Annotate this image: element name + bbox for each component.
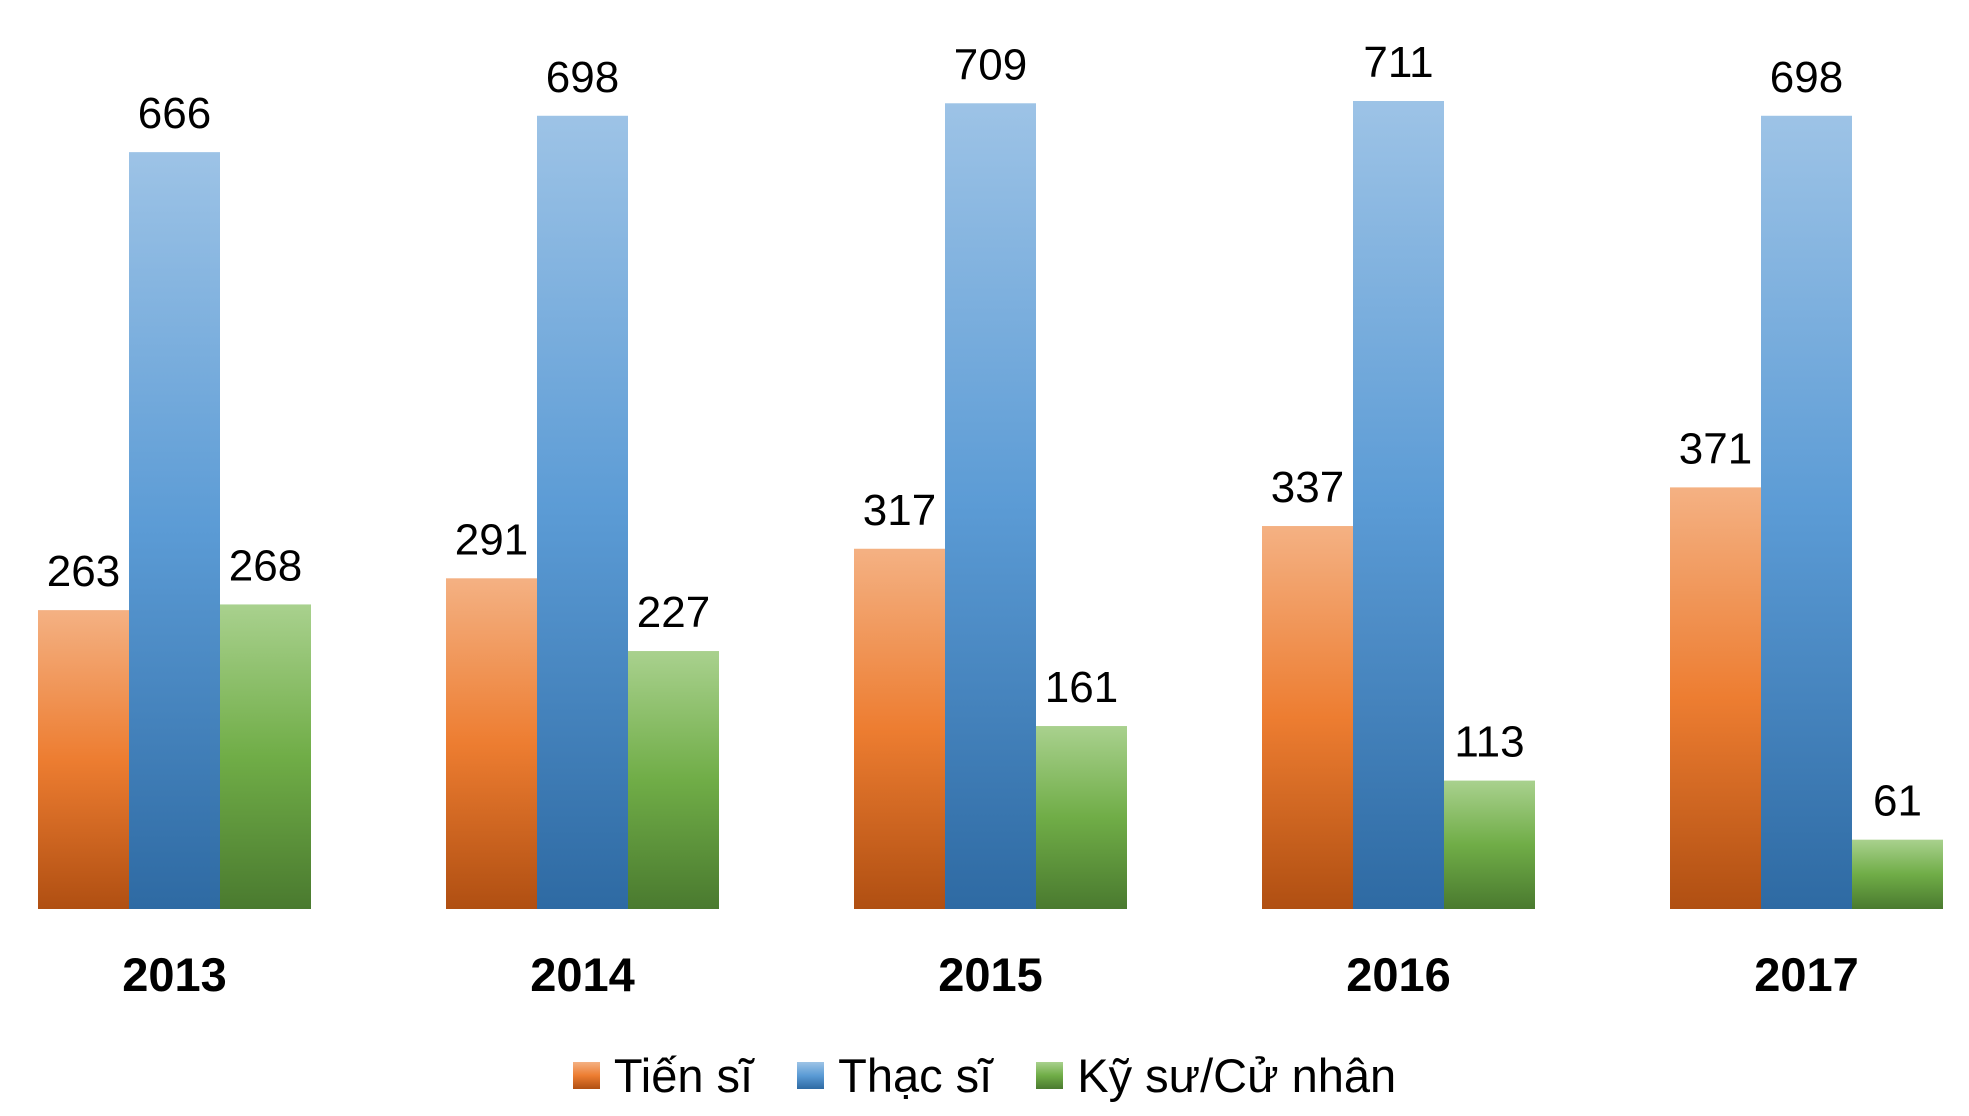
data-label: 698 <box>546 53 619 102</box>
bar-2017-series-0 <box>1670 487 1761 909</box>
x-tick-label: 2016 <box>1346 948 1451 1001</box>
x-tick-label: 2014 <box>530 948 635 1001</box>
legend-swatch-tien-si <box>572 1062 600 1089</box>
legend: Tiến sĩ Thạc sĩ Kỹ sư/Cử nhân <box>0 1048 1969 1103</box>
legend-swatch-ky-su-cu-nhan <box>1036 1062 1064 1089</box>
bar-2013-series-1 <box>129 152 220 910</box>
bar-2013-series-0 <box>38 610 129 909</box>
bar-2013-series-2 <box>220 604 311 909</box>
bar-2015-series-0 <box>854 548 945 909</box>
legend-swatch-thac-si <box>797 1062 825 1089</box>
data-label: 268 <box>229 541 302 590</box>
x-tick-label: 2017 <box>1754 948 1859 1001</box>
bar-2014-series-1 <box>537 115 628 909</box>
bar-2015-series-2 <box>1036 726 1127 909</box>
x-tick-label: 2013 <box>122 948 227 1001</box>
bar-2016-series-1 <box>1353 101 1444 909</box>
data-label: 709 <box>954 40 1027 89</box>
bar-2015-series-1 <box>945 103 1036 910</box>
data-label: 337 <box>1271 463 1344 512</box>
legend-item-ky-su-cu-nhan: Kỹ sư/Cử nhân <box>1036 1048 1396 1103</box>
legend-label: Kỹ sư/Cử nhân <box>1077 1049 1397 1102</box>
data-label: 317 <box>863 486 936 535</box>
data-label: 227 <box>637 588 710 637</box>
bar-2014-series-0 <box>446 578 537 909</box>
data-label: 291 <box>455 515 528 564</box>
bar-2017-series-2 <box>1852 839 1943 909</box>
bar-2016-series-0 <box>1262 526 1353 909</box>
legend-label: Thạc sĩ <box>838 1049 993 1102</box>
data-label: 698 <box>1770 53 1843 102</box>
x-tick-label: 2015 <box>938 948 1043 1001</box>
data-label: 61 <box>1873 777 1922 826</box>
data-label: 161 <box>1045 663 1118 712</box>
data-label: 113 <box>1454 718 1524 767</box>
bar-2016-series-2 <box>1444 780 1535 909</box>
data-label: 371 <box>1679 424 1752 473</box>
legend-item-tien-si: Tiến sĩ <box>572 1048 754 1103</box>
data-label: 711 <box>1363 38 1433 87</box>
bar-2014-series-2 <box>628 651 719 909</box>
legend-item-thac-si: Thạc sĩ <box>797 1048 992 1103</box>
data-label: 666 <box>138 89 211 138</box>
data-label: 263 <box>47 547 120 596</box>
legend-label: Tiến sĩ <box>613 1049 754 1102</box>
bar-2017-series-1 <box>1761 115 1852 909</box>
